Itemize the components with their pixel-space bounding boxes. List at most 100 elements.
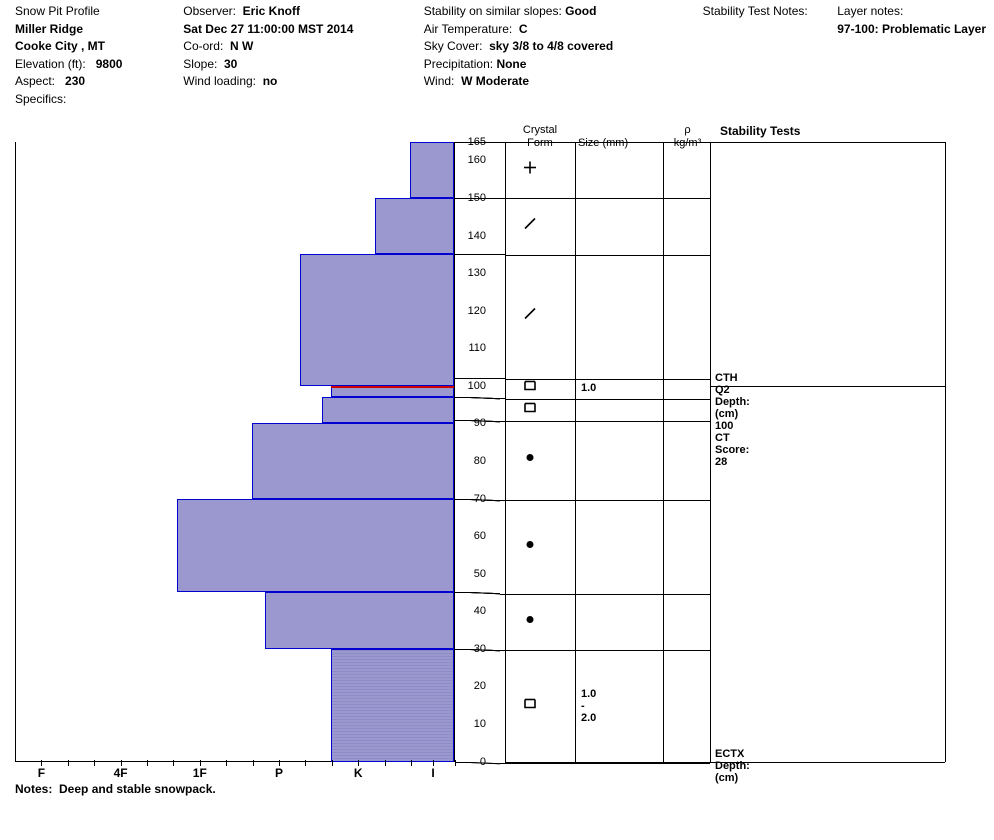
y-tick: 50 (474, 568, 486, 580)
header-col-layernotes: Layer notes: 97-100: Problematic Layer (837, 4, 986, 108)
layer-connector (455, 762, 470, 763)
stabtestnotes-label: Stability Test Notes: (703, 4, 838, 20)
stability-similar-row: Stability on similar slopes: Good (424, 4, 703, 20)
notes-text: Deep and stable snowpack. (59, 782, 216, 796)
y-tick: 140 (468, 230, 486, 242)
layer-connector (455, 198, 505, 199)
profile-area: IKP1F4FF 0102030405060708090100110120130… (0, 122, 994, 802)
layer-connector (455, 142, 505, 143)
header-col-location: Snow Pit Profile Miller Ridge Cooke City… (15, 4, 183, 108)
form-header: Form (505, 137, 575, 149)
hardness-bar (177, 499, 454, 593)
crystal-form-icon (523, 217, 537, 236)
notes-label: Notes: (15, 782, 52, 796)
y-tick: 110 (468, 342, 486, 354)
crystal-form-icon (523, 400, 537, 419)
layer-row-line (505, 500, 710, 501)
layer-row-line (505, 142, 710, 143)
crystal-size: 1.0 (581, 382, 596, 394)
layer-row-line (505, 594, 710, 595)
layer-connector (455, 499, 470, 500)
y-tick: 90 (474, 417, 486, 429)
layer-connector (500, 500, 505, 501)
crystal-size: 1.0 - 2.0 (581, 688, 596, 724)
hardness-bar (252, 423, 454, 498)
y-tick: 40 (474, 605, 486, 617)
y-tick: 130 (468, 267, 486, 279)
layer-row-line (505, 421, 710, 422)
layer-row-line (505, 763, 710, 764)
column-divider (575, 142, 576, 762)
layer-row-line (505, 650, 710, 651)
y-tick: 60 (474, 530, 486, 542)
airtemp-row: Air Temperature: C (424, 22, 703, 38)
skycover-row: Sky Cover: sky 3/8 to 4/8 covered (424, 39, 703, 55)
layer-connector (455, 378, 505, 379)
windloading-row: Wind loading: no (183, 74, 423, 90)
header-col-weather: Stability on similar slopes: Good Air Te… (424, 4, 703, 108)
layer-row-line (505, 255, 710, 256)
y-tick: 100 (468, 380, 486, 392)
column-divider (945, 142, 946, 762)
y-tick: 10 (474, 718, 486, 730)
layernotes-label: Layer notes: (837, 4, 986, 20)
layer-connector (455, 592, 470, 593)
hardness-chart (15, 142, 455, 762)
column-divider (663, 142, 664, 762)
header-col-stabnotes: Stability Test Notes: (703, 4, 838, 108)
stability-test-text: ECTX Depth: (cm) (715, 748, 750, 784)
layer-row-line (505, 198, 710, 199)
crystal-form-icon (523, 537, 537, 556)
layer-connector (500, 421, 505, 422)
observer-row: Observer: Eric Knoff (183, 4, 423, 20)
layernotes-text: 97-100: Problematic Layer (837, 22, 986, 38)
kgm3-header: kg/m³ (665, 137, 710, 149)
y-axis-depth: 0102030405060708090100110120130140150160… (460, 142, 490, 762)
crystal-form-icon (523, 697, 537, 716)
crystal-header: Crystal (505, 124, 575, 136)
hardness-bar (331, 649, 454, 762)
header-col-observer: Observer: Eric Knoff Sat Dec 27 11:00:00… (183, 4, 423, 108)
x-axis: IKP1F4FF (15, 762, 455, 782)
y-tick: 120 (468, 305, 486, 317)
crystal-form-icon (523, 612, 537, 631)
wind-row: Wind: W Moderate (424, 74, 703, 90)
layer-connector (455, 397, 470, 398)
hardness-bar (410, 142, 454, 198)
stability-test-text: CTH Q2 Depth: (cm) 100 CT Score: 28 (715, 372, 750, 468)
elevation-row: Elevation (ft): 9800 (15, 57, 183, 73)
layer-connector (455, 649, 470, 650)
layer-connector (455, 254, 505, 255)
crystal-form-icon (523, 307, 537, 326)
hardness-bar (375, 198, 454, 254)
title-line3: Cooke City , MT (15, 39, 183, 55)
y-tick: 80 (474, 455, 486, 467)
datetime: Sat Dec 27 11:00:00 MST 2014 (183, 22, 423, 38)
header: Snow Pit Profile Miller Ridge Cooke City… (0, 0, 994, 112)
crystal-form-icon (523, 451, 537, 470)
title-line1: Snow Pit Profile (15, 4, 183, 20)
title-line2: Miller Ridge (15, 22, 183, 38)
notes: Notes: Deep and stable snowpack. (15, 782, 216, 796)
layer-connector (500, 763, 505, 764)
layer-connector (500, 398, 505, 399)
size-header: Size (mm) (578, 137, 663, 149)
column-divider (710, 142, 711, 762)
specifics-row: Specifics: (15, 92, 183, 108)
stability-tests-header: Stability Tests (720, 124, 940, 138)
y-tick: 20 (474, 680, 486, 692)
problematic-layer-line (331, 386, 454, 388)
layer-connector (500, 594, 505, 595)
y-tick: 160 (468, 154, 486, 166)
hardness-bar (300, 254, 454, 386)
crystal-form-icon (523, 379, 537, 398)
precip-row: Precipitation: None (424, 57, 703, 73)
coord-row: Co-ord: N W (183, 39, 423, 55)
rho-header: ρ (665, 124, 710, 136)
hardness-bar (265, 592, 454, 648)
hardness-bar (322, 397, 454, 423)
column-divider (505, 142, 506, 762)
layer-connector (455, 420, 470, 421)
aspect-row: Aspect: 230 (15, 74, 183, 90)
layer-connector-diag (470, 762, 500, 764)
